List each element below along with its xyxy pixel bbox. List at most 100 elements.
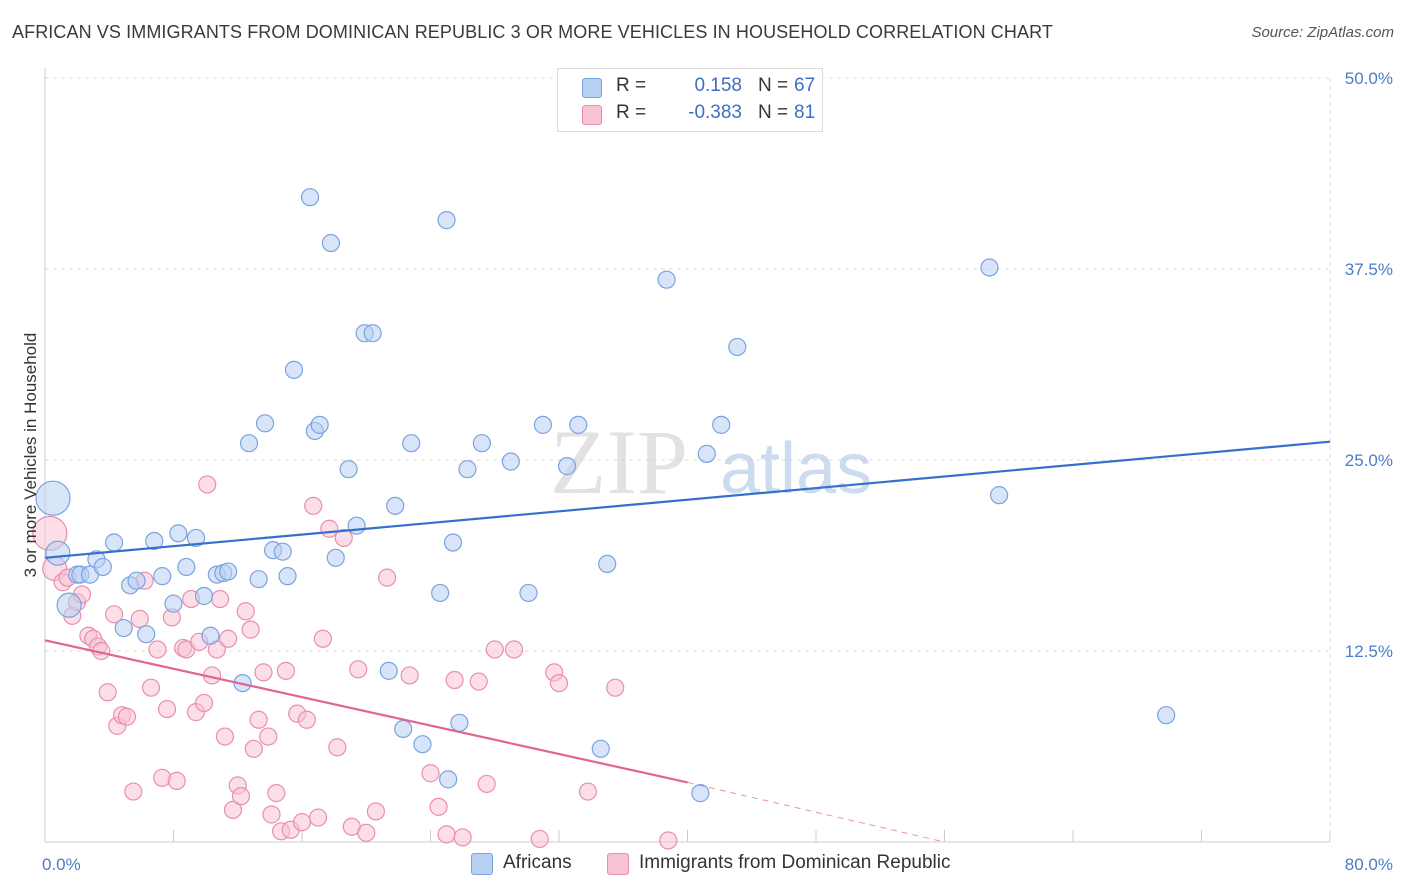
africans-point-2 xyxy=(56,592,82,618)
africans-point-30 xyxy=(278,567,297,586)
dominican-point-16 xyxy=(124,782,143,801)
africans-point-51 xyxy=(458,460,477,479)
dominican-point-61 xyxy=(349,660,368,679)
africans-point-53 xyxy=(501,452,520,471)
africans-point-58 xyxy=(591,739,610,758)
dominican-point-47 xyxy=(267,784,286,803)
africans-trend-line xyxy=(44,440,1331,559)
africans-point-52 xyxy=(472,434,491,453)
africans-point-11 xyxy=(127,571,146,590)
africans-point-12 xyxy=(137,625,156,644)
series-dominican-points xyxy=(32,475,678,850)
africans-point-1 xyxy=(45,540,71,566)
dominican-point-69 xyxy=(445,670,464,690)
africans-point-63 xyxy=(712,415,731,434)
dominican-point-36 xyxy=(219,629,238,648)
dominican-point-44 xyxy=(254,663,273,682)
dominican-point-72 xyxy=(477,774,496,794)
africans-point-47 xyxy=(437,211,456,230)
bottom-legend-label-dominican: Immigrants from Dominican Republic xyxy=(639,852,951,873)
bottom-legend-label-africans: Africans xyxy=(503,852,572,873)
africans-point-61 xyxy=(691,784,710,803)
y-axis-label: 3 or more Vehicles in Household xyxy=(21,333,40,578)
africans-point-18 xyxy=(186,528,206,548)
axes xyxy=(44,68,1331,843)
dominican-trend-line xyxy=(44,639,688,784)
dominican-point-73 xyxy=(485,640,504,659)
dominican-point-56 xyxy=(313,629,332,648)
dominican-point-63 xyxy=(366,802,385,821)
x-tick-label-1: 80.0% xyxy=(1345,855,1393,874)
dominican-point-35 xyxy=(215,727,234,746)
africans-point-54 xyxy=(519,583,538,603)
bottom-legend-swatch-dominican xyxy=(607,853,629,875)
africans-point-14 xyxy=(153,567,172,586)
africans-point-67 xyxy=(1157,706,1176,725)
africans-point-62 xyxy=(697,444,716,463)
dominican-point-75 xyxy=(530,829,549,849)
dominican-point-78 xyxy=(578,782,598,801)
dominican-point-80 xyxy=(659,831,678,850)
dominican-point-77 xyxy=(549,673,569,693)
africans-point-65 xyxy=(980,258,999,277)
africans-point-49 xyxy=(443,533,463,552)
africans-point-34 xyxy=(310,415,329,434)
africans-point-16 xyxy=(169,524,188,543)
y-tick-label-1: 25.0% xyxy=(1345,451,1393,470)
dominican-point-54 xyxy=(304,496,323,515)
dominican-point-12 xyxy=(104,605,124,624)
dominican-point-41 xyxy=(241,620,260,639)
dominican-point-42 xyxy=(244,739,263,758)
dominican-point-53 xyxy=(297,710,316,729)
africans-point-0 xyxy=(35,480,71,516)
dominican-point-22 xyxy=(157,699,177,719)
dominican-point-70 xyxy=(453,828,472,847)
dominican-point-58 xyxy=(328,738,347,757)
africans-point-7 xyxy=(93,557,112,577)
y-tick-label-2: 37.5% xyxy=(1345,260,1393,279)
legend-n-label: N = xyxy=(758,75,789,96)
africans-point-41 xyxy=(379,661,398,680)
africans-point-32 xyxy=(300,188,320,207)
legend-swatch-dominican xyxy=(582,105,602,125)
dominican-point-65 xyxy=(400,666,419,685)
africans-point-50 xyxy=(450,713,469,732)
correlation-legend: R = 0.158 N = 67 R = -0.383 N = 81 xyxy=(557,68,823,132)
legend-r-value: -0.383 xyxy=(688,102,742,123)
africans-point-46 xyxy=(431,583,450,603)
dominican-point-15 xyxy=(117,707,137,726)
chart-title: AFRICAN VS IMMIGRANTS FROM DOMINICAN REP… xyxy=(12,22,1053,42)
dominican-point-49 xyxy=(276,661,296,680)
y-tick-label-3: 50.0% xyxy=(1345,69,1393,88)
africans-point-25 xyxy=(239,434,259,453)
africans-point-56 xyxy=(557,457,577,476)
africans-point-60 xyxy=(657,270,676,289)
africans-point-8 xyxy=(104,533,124,552)
legend-r-label: R = xyxy=(616,75,647,96)
dominican-point-74 xyxy=(504,640,524,659)
legend-r-label: R = xyxy=(616,102,647,123)
dominican-point-20 xyxy=(148,640,167,659)
africans-point-26 xyxy=(249,570,268,589)
dominican-point-62 xyxy=(357,823,376,842)
tick-labels: 12.5% 25.0% 37.5% 50.0% 0.0% 80.0% xyxy=(42,69,1393,874)
dominican-point-59 xyxy=(334,528,353,548)
bottom-legend-swatch-africans xyxy=(471,853,493,875)
legend-swatch-africans xyxy=(582,78,602,98)
dominican-point-31 xyxy=(198,475,217,494)
africans-point-57 xyxy=(569,415,588,434)
africans-point-37 xyxy=(339,460,358,479)
dominican-point-64 xyxy=(378,568,397,587)
legend-r-value: 0.158 xyxy=(694,75,742,96)
watermark-atlas: atlas xyxy=(720,429,872,509)
dominican-point-19 xyxy=(141,678,161,697)
dominican-point-68 xyxy=(437,825,456,844)
legend-n-value: 67 xyxy=(794,75,816,96)
dominican-point-40 xyxy=(236,602,255,621)
africans-point-48 xyxy=(439,770,458,789)
dominican-point-71 xyxy=(469,672,488,691)
dominican-point-24 xyxy=(167,771,186,790)
africans-point-66 xyxy=(990,486,1009,505)
africans-point-13 xyxy=(145,531,164,551)
